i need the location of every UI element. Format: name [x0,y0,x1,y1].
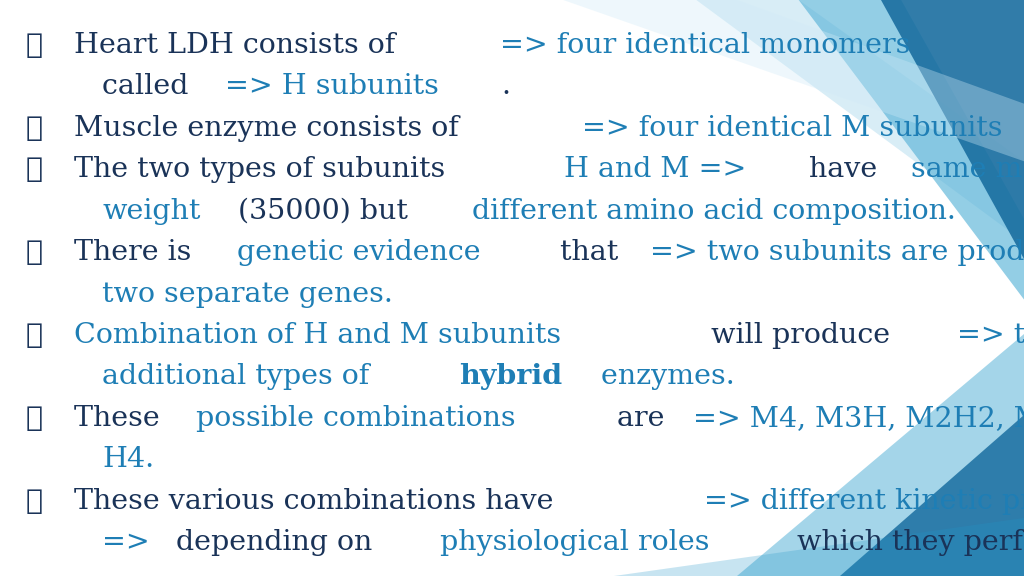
Text: are: are [608,405,674,432]
Text: H and M =>: H and M => [564,156,746,183]
Text: .: . [502,73,510,100]
Text: (35000) but: (35000) but [229,198,417,225]
Text: ➤: ➤ [26,405,43,432]
Polygon shape [881,0,1024,259]
Text: => different kinetic properties: => different kinetic properties [705,488,1024,515]
Text: that: that [551,239,628,266]
Text: => four identical M subunits: => four identical M subunits [582,115,1002,142]
Text: will produce: will produce [702,322,899,349]
Text: weight: weight [102,198,201,225]
Text: two separate genes.: two separate genes. [102,281,393,308]
Text: which they perform.: which they perform. [788,529,1024,556]
Text: These various combinations have: These various combinations have [74,488,562,515]
Text: There is: There is [74,239,200,266]
Text: The two types of subunits: The two types of subunits [74,156,454,183]
Polygon shape [737,334,1024,576]
Text: physiological roles: physiological roles [440,529,710,556]
Text: => four identical monomers: => four identical monomers [500,32,910,59]
Text: same molecular: same molecular [911,156,1024,183]
Text: different amino acid composition.: different amino acid composition. [472,198,955,225]
Text: =>: => [102,529,159,556]
Text: genetic evidence: genetic evidence [237,239,480,266]
Text: ➤: ➤ [26,322,43,349]
Text: additional types of: additional types of [102,363,379,391]
Text: => M4, M3H, M2H2, MH3,: => M4, M3H, M2H2, MH3, [693,405,1024,432]
Text: => H subunits: => H subunits [225,73,439,100]
Text: ➤: ➤ [26,115,43,142]
Polygon shape [614,518,1024,576]
Text: Heart LDH consists of: Heart LDH consists of [74,32,404,59]
Polygon shape [563,0,1024,161]
Text: => two subunits are produced by: => two subunits are produced by [649,239,1024,266]
Text: hybrid: hybrid [459,363,562,391]
Text: enzymes.: enzymes. [592,363,734,391]
Text: These: These [74,405,169,432]
Text: called: called [102,73,198,100]
Text: Muscle enzyme consists of: Muscle enzyme consists of [74,115,468,142]
Text: ➤: ➤ [26,239,43,266]
Text: ➤: ➤ [26,156,43,183]
Text: have: have [800,156,886,183]
Polygon shape [696,0,1024,242]
Text: H4.: H4. [102,446,155,473]
Text: => three: => three [956,322,1024,349]
Text: ➤: ➤ [26,32,43,59]
Text: possible combinations: possible combinations [196,405,516,432]
Text: Combination of H and M subunits: Combination of H and M subunits [74,322,561,349]
Text: ➤: ➤ [26,488,43,515]
Text: depending on: depending on [176,529,381,556]
Polygon shape [799,0,1024,300]
Polygon shape [840,415,1024,576]
